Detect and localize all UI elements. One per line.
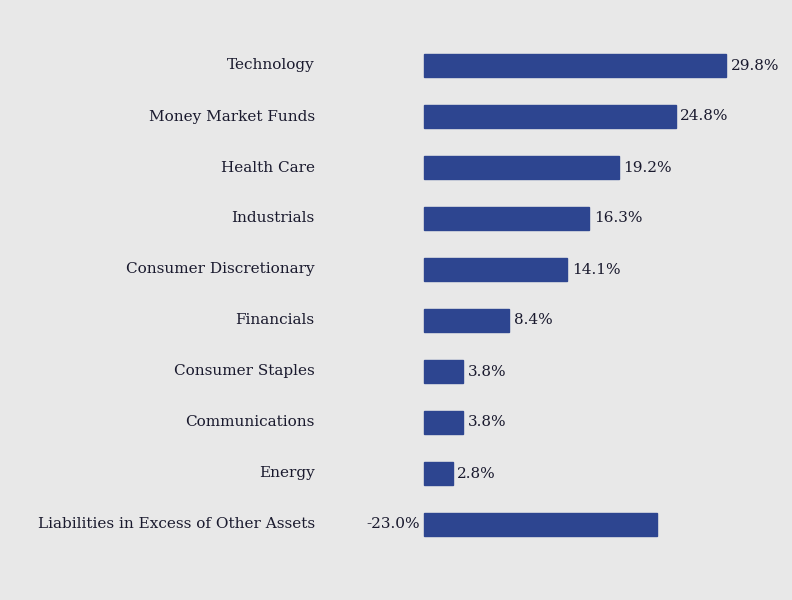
Text: 24.8%: 24.8% xyxy=(680,109,729,124)
Text: Industrials: Industrials xyxy=(231,211,314,226)
Text: Consumer Discretionary: Consumer Discretionary xyxy=(126,263,314,277)
Text: 16.3%: 16.3% xyxy=(594,211,642,226)
Bar xyxy=(425,411,463,434)
Bar xyxy=(425,513,657,536)
Text: Consumer Staples: Consumer Staples xyxy=(174,364,314,379)
Bar xyxy=(425,258,567,281)
Bar xyxy=(425,105,676,128)
Bar xyxy=(425,207,589,230)
Bar xyxy=(425,309,509,332)
Text: Money Market Funds: Money Market Funds xyxy=(149,109,314,124)
Text: Health Care: Health Care xyxy=(221,160,314,175)
Text: 19.2%: 19.2% xyxy=(623,160,672,175)
Text: Energy: Energy xyxy=(259,467,314,481)
Text: -23.0%: -23.0% xyxy=(366,517,420,532)
Bar xyxy=(425,462,453,485)
Text: Liabilities in Excess of Other Assets: Liabilities in Excess of Other Assets xyxy=(37,517,314,532)
Bar xyxy=(425,360,463,383)
Text: 3.8%: 3.8% xyxy=(467,364,506,379)
Bar xyxy=(425,156,619,179)
Text: 8.4%: 8.4% xyxy=(514,313,553,328)
Text: 14.1%: 14.1% xyxy=(572,263,620,277)
Bar xyxy=(425,54,726,77)
Text: 3.8%: 3.8% xyxy=(467,415,506,430)
Text: 2.8%: 2.8% xyxy=(457,467,496,481)
Text: Financials: Financials xyxy=(235,313,314,328)
Text: Technology: Technology xyxy=(227,58,314,73)
Text: Communications: Communications xyxy=(185,415,314,430)
Text: 29.8%: 29.8% xyxy=(731,58,779,73)
